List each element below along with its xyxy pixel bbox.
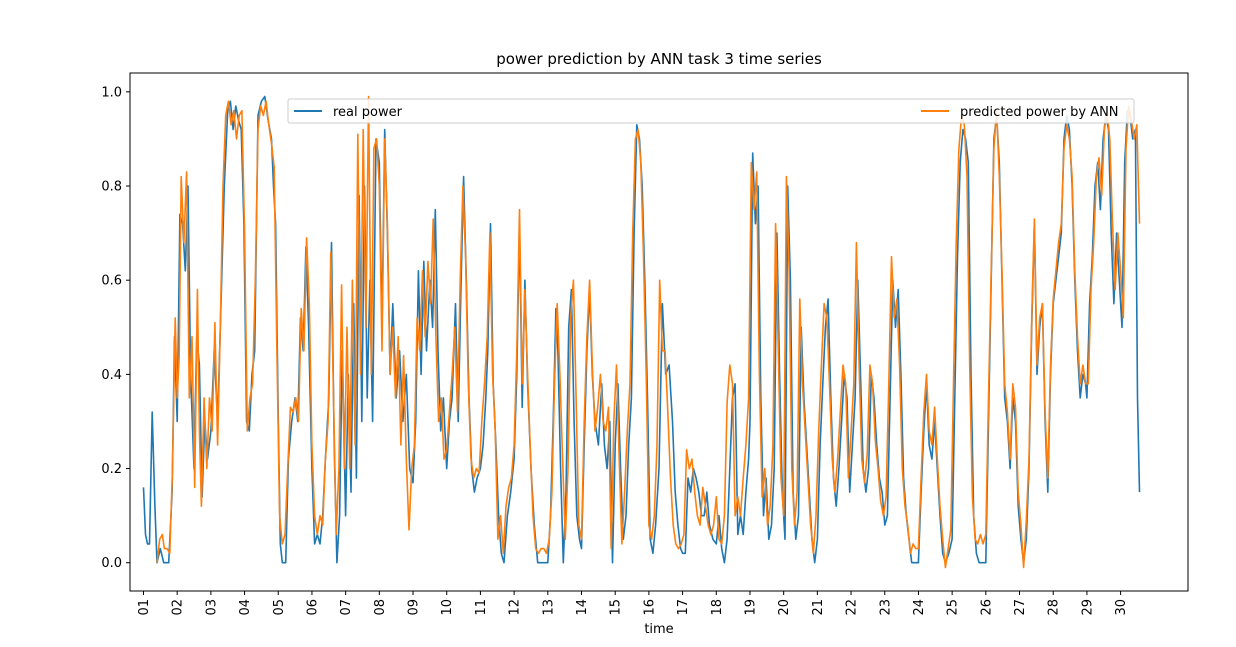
x-axis: 01 02 03 04 05 06 07 08 09 10 11 12 13 14 15 16 17 18 19 20… xyxy=(137,591,1129,616)
x-tick-label: 22 xyxy=(845,599,860,616)
legend-box xyxy=(287,98,1135,124)
x-tick-label: 10 xyxy=(440,599,455,616)
x-tick-label: 03 xyxy=(204,599,219,616)
x-tick-label: 11 xyxy=(474,599,489,616)
x-tick-label: 16 xyxy=(642,599,657,616)
x-tick-label: 09 xyxy=(407,599,422,616)
x-tick-label: 05 xyxy=(272,599,287,616)
x-tick-label: 06 xyxy=(305,599,320,616)
x-tick-label: 21 xyxy=(811,599,826,616)
x-tick-label: 07 xyxy=(339,599,354,616)
x-tick-label: 27 xyxy=(1013,599,1028,616)
x-tick-label: 29 xyxy=(1080,599,1095,616)
y-tick-label: 0.8 xyxy=(101,180,122,195)
x-axis-label: time xyxy=(644,622,673,637)
legend-label-real-power: real power xyxy=(333,105,403,120)
plot-frame xyxy=(129,72,1189,592)
x-tick-label: 23 xyxy=(878,599,893,616)
legend: real power predicted power by ANN xyxy=(287,98,1135,124)
x-tick-label: 19 xyxy=(743,599,758,616)
x-tick-label: 20 xyxy=(777,599,792,616)
y-tick-label: 0.0 xyxy=(101,556,122,571)
series-line-predicted-power xyxy=(156,95,1141,569)
chart-title: power prediction by ANN task 3 time seri… xyxy=(496,50,822,68)
x-tick-label: 01 xyxy=(137,599,152,616)
plot-area xyxy=(129,72,1189,592)
y-tick-label: 1.0 xyxy=(101,85,122,100)
x-tick-label: 30 xyxy=(1114,599,1129,616)
x-tick-label: 25 xyxy=(946,599,961,616)
x-tick-label: 26 xyxy=(979,599,994,616)
x-tick-label: 04 xyxy=(238,599,253,616)
series-line-real-power xyxy=(142,95,1141,564)
legend-label-predicted-power: predicted power by ANN xyxy=(960,105,1119,120)
y-tick-label: 0.4 xyxy=(101,368,122,383)
x-tick-label: 13 xyxy=(541,599,556,616)
y-tick-label: 0.2 xyxy=(101,462,122,477)
y-axis: 0.0 0.2 0.4 0.6 0.8 1.0 xyxy=(101,85,130,571)
x-tick-label: 17 xyxy=(676,599,691,616)
x-tick-label: 14 xyxy=(575,599,590,616)
x-tick-label: 24 xyxy=(912,599,927,616)
series-lines xyxy=(142,95,1141,569)
x-tick-label: 12 xyxy=(508,599,523,616)
x-tick-label: 15 xyxy=(609,599,624,616)
x-tick-label: 02 xyxy=(171,599,186,616)
y-tick-label: 0.6 xyxy=(101,274,122,289)
x-tick-label: 08 xyxy=(373,599,388,616)
x-tick-label: 28 xyxy=(1047,599,1062,616)
x-tick-label: 18 xyxy=(710,599,725,616)
